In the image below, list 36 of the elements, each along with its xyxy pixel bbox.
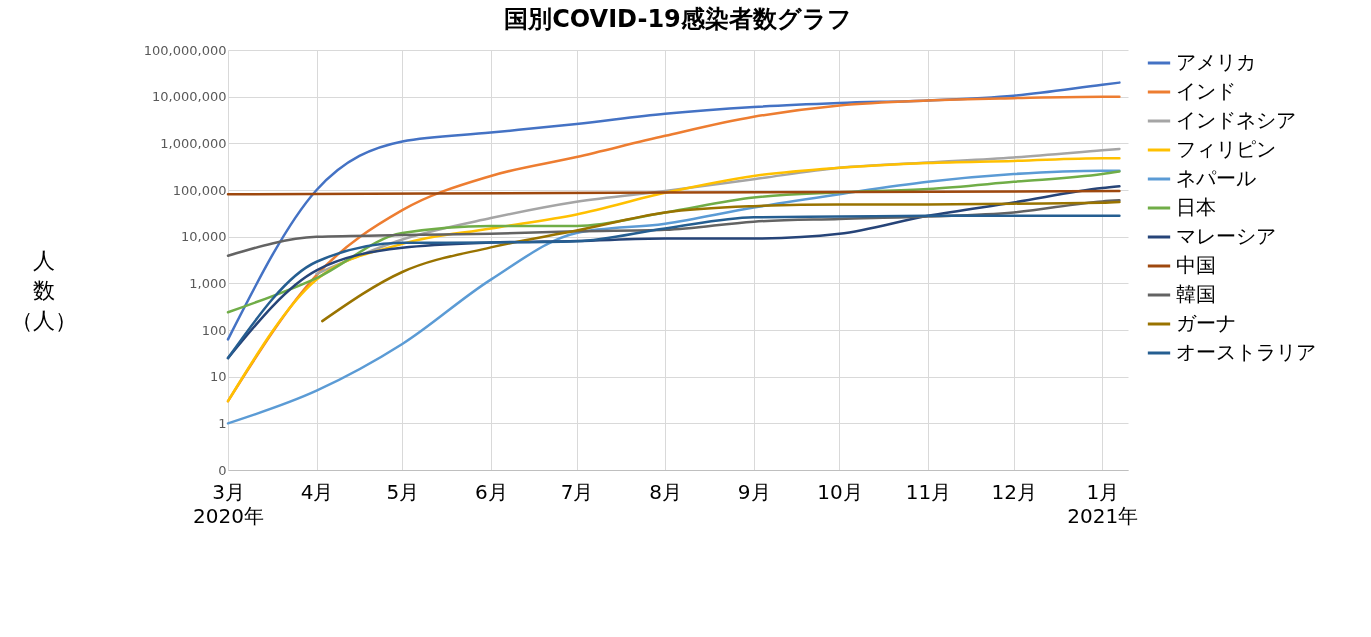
legend-label: 中国 — [1176, 253, 1216, 277]
legend-label: 日本 — [1176, 195, 1216, 219]
y-tick-label: 100,000 — [172, 182, 227, 198]
y-tick-label: 10 — [209, 369, 227, 385]
x-tick-label: 5月 — [386, 479, 420, 504]
legend-label: アメリカ — [1176, 50, 1256, 74]
y-tick-label: 0 — [218, 462, 227, 478]
y-tick-label: 100 — [201, 322, 227, 338]
x-tick-label: 6月 — [474, 479, 508, 504]
x-tick-label: 7月 — [560, 479, 594, 504]
legend-label: オーストラリア — [1176, 340, 1316, 364]
x-tick-label: 1月 2021年 — [1067, 479, 1139, 528]
y-tick-label: 100,000,000 — [143, 42, 227, 58]
legend-label: フィリピン — [1176, 137, 1276, 161]
x-tick-label: 12月 — [991, 479, 1037, 504]
legend-label: 韓国 — [1176, 282, 1216, 306]
y-tick-label: 1,000,000 — [160, 135, 227, 151]
legend-label: ガーナ — [1176, 311, 1236, 335]
legend-label: インドネシア — [1176, 108, 1296, 132]
y-tick-label: 1,000 — [189, 275, 227, 291]
legend-label: マレーシア — [1176, 224, 1276, 248]
line-series — [226, 214, 1121, 360]
line-series — [321, 200, 1121, 323]
x-tick-label: 11月 — [905, 479, 952, 504]
x-tick-label: 10月 — [817, 479, 863, 504]
legend-label: ネパール — [1176, 166, 1256, 190]
y-tick-label: 10,000,000 — [152, 89, 227, 105]
y-tick-label: 10,000 — [181, 229, 227, 245]
chart-title: 国別COVID-19感染者数グラフ — [504, 5, 852, 33]
legend-label: インド — [1176, 79, 1236, 103]
x-tick-label: 8月 — [649, 479, 683, 504]
y-axis-title: 人数（人） — [10, 247, 77, 333]
x-tick-label: 9月 — [737, 479, 771, 504]
x-tick-label: 3月 2020年 — [193, 479, 264, 528]
y-tick-label: 1 — [218, 415, 227, 431]
x-tick-label: 4月 — [300, 479, 334, 504]
